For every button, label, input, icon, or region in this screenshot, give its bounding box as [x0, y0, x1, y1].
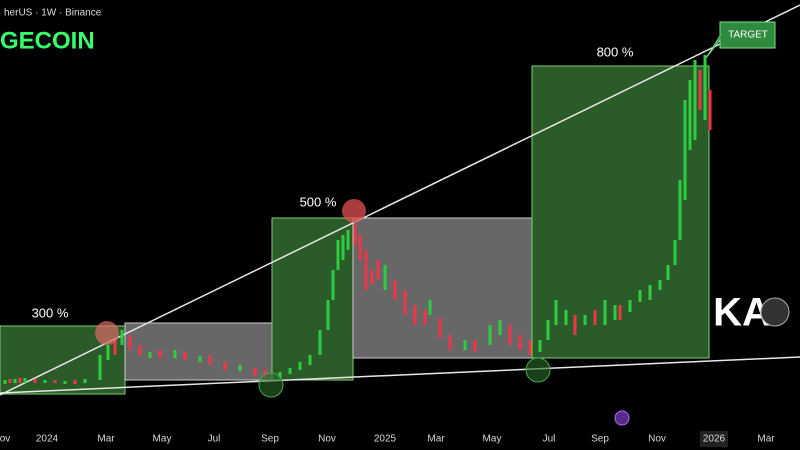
x-axis-label: Jul — [543, 434, 556, 445]
zone-gray — [352, 217, 533, 359]
zone-gray — [124, 322, 273, 381]
marker-circle — [95, 321, 119, 345]
x-axis-label: Mar — [757, 434, 775, 445]
x-axis-label: Sep — [261, 434, 279, 445]
x-axis-label: 2024 — [36, 434, 59, 445]
x-axis-label: ov — [0, 434, 10, 445]
x-axis-label: Mar — [427, 434, 445, 445]
coin-title: GECOIN — [0, 27, 95, 54]
event-icon — [614, 410, 630, 426]
marker-circle — [342, 199, 366, 223]
target-callout — [705, 21, 776, 59]
x-axis-label: Sep — [591, 434, 609, 445]
lower-trendline — [0, 356, 800, 394]
gain-label: 300 % — [32, 305, 69, 320]
x-axis-label: May — [483, 434, 502, 445]
upper-trendline — [0, 4, 800, 396]
x-axis-label: Nov — [648, 434, 666, 445]
x-axis-label: Nov — [318, 434, 336, 445]
red-candles — [8, 70, 712, 384]
x-axis: ov 2024 Mar May Jul Sep Nov 2025 Mar May Jul Sep Nov… — [0, 434, 775, 445]
logo-avatar — [760, 297, 790, 327]
marker-circle — [258, 372, 284, 398]
gain-label: 500 % — [300, 194, 337, 209]
x-axis-label: May — [153, 434, 172, 445]
target-label: TARGET — [728, 30, 768, 41]
current-date-box — [700, 431, 728, 447]
marker-circle — [525, 357, 551, 383]
x-axis-label: Mar — [97, 434, 115, 445]
symbol-info: herUS · 1W · Binance — [4, 8, 102, 19]
gain-label: 800 % — [597, 44, 634, 59]
green-candles — [3, 55, 707, 384]
x-axis-label: 2025 — [374, 434, 397, 445]
x-axis-label: Jul — [208, 434, 221, 445]
x-axis-label: 2026 — [703, 434, 726, 445]
